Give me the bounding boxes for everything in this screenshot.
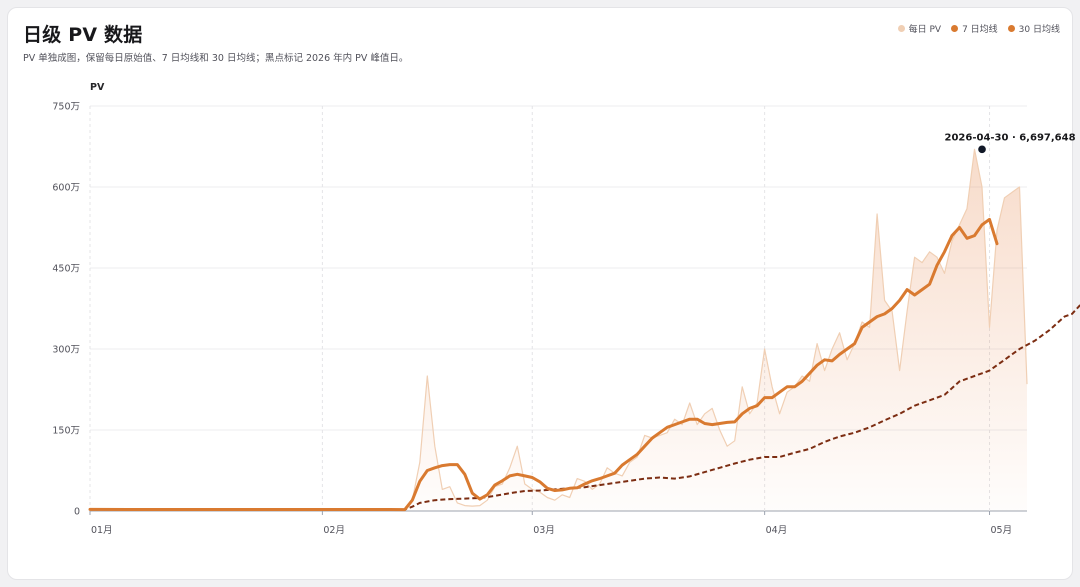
legend-swatch-ma7 — [951, 25, 959, 32]
legend-label-daily-pv: 每日 PV — [908, 25, 942, 35]
y-axis-label: PV — [90, 82, 105, 93]
legend-item-ma30[interactable]: 30 日均线 — [1007, 22, 1060, 35]
legend-label-ma7: 7 日均线 — [962, 25, 998, 35]
peak-label: 2026-04-30 · 6,697,648 — [945, 132, 1076, 143]
legend-item-daily-pv[interactable]: 每日 PV — [897, 22, 942, 35]
y-tick-label: 750万 — [52, 102, 80, 113]
legend-swatch-daily-pv — [897, 25, 905, 32]
chart-card: 日级 PV 数据 PV 单独成图，保留每日原始值、7 日均线和 30 日均线；黑… — [7, 7, 1073, 580]
x-tick-label: 02月 — [323, 525, 345, 536]
x-tick-label: 01月 — [91, 525, 113, 536]
legend-swatch-ma30 — [1007, 25, 1015, 32]
chart-subtitle: PV 单独成图，保留每日原始值、7 日均线和 30 日均线；黑点标记 2026 … — [23, 53, 409, 64]
legend-item-ma7[interactable]: 7 日均线 — [951, 22, 998, 35]
y-tick-label: 450万 — [52, 264, 80, 275]
x-tick-label: 04月 — [766, 525, 788, 536]
ma30-line — [89, 304, 1080, 511]
x-tick-label: 05月 — [991, 525, 1013, 536]
chart-legend: 每日 PV 7 日均线 30 日均线 — [897, 22, 1060, 35]
daily-pv-line — [89, 148, 1028, 511]
daily-pv-area — [90, 149, 1027, 512]
x-tick-label: 03月 — [533, 525, 555, 536]
chart-title: 日级 PV 数据 — [23, 24, 143, 46]
y-tick-label: 600万 — [52, 183, 80, 194]
peak-marker — [978, 145, 986, 154]
legend-label-ma30: 30 日均线 — [1018, 25, 1060, 35]
y-tick-label: 0 — [74, 507, 80, 518]
y-tick-label: 300万 — [52, 345, 80, 356]
y-tick-label: 150万 — [52, 426, 80, 437]
ma7-line — [88, 217, 999, 512]
